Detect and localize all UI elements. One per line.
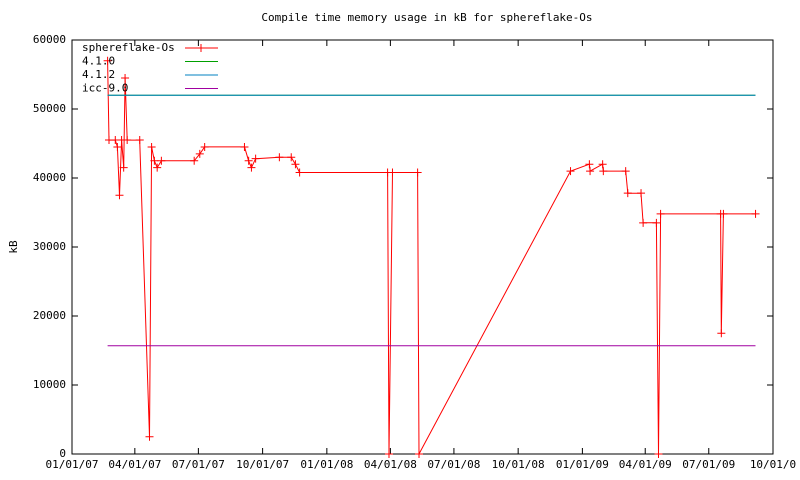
x-tick-label: 01/01/08: [300, 458, 353, 471]
point-marker: [240, 142, 249, 151]
x-tick-label: 10/01/0: [750, 458, 796, 471]
point-marker: [719, 209, 728, 218]
legend-label: 4.1.2: [82, 68, 115, 81]
point-marker: [121, 73, 130, 82]
point-marker: [652, 218, 661, 227]
point-marker: [621, 167, 630, 176]
point-marker: [598, 160, 607, 169]
y-tick-label: 30000: [33, 240, 66, 253]
y-tick-label: 60000: [33, 33, 66, 46]
point-marker: [195, 149, 204, 158]
point-marker: [113, 142, 122, 151]
point-marker: [566, 167, 575, 176]
y-tick-label: 0: [59, 447, 66, 460]
point-marker: [247, 163, 256, 172]
legend-marker: [197, 44, 205, 52]
x-tick-label: 07/01/08: [427, 458, 480, 471]
point-marker: [295, 168, 304, 177]
x-tick-label: 04/01/07: [108, 458, 161, 471]
point-marker: [115, 191, 124, 200]
point-marker: [413, 168, 422, 177]
x-tick-label: 10/01/08: [492, 458, 545, 471]
point-marker: [291, 160, 300, 169]
x-tick-label: 01/01/07: [46, 458, 99, 471]
y-tick-label: 20000: [33, 309, 66, 322]
point-marker: [244, 156, 253, 165]
point-marker: [275, 153, 284, 162]
y-axis-label: kB: [7, 240, 20, 254]
x-tick-label: 10/01/07: [236, 458, 289, 471]
point-marker: [135, 136, 144, 145]
point-marker: [147, 142, 156, 151]
point-marker: [639, 218, 648, 227]
point-marker: [153, 163, 162, 172]
x-tick-label: 07/01/07: [172, 458, 225, 471]
point-marker: [599, 167, 608, 176]
point-marker: [103, 56, 112, 65]
point-marker: [415, 450, 424, 458]
point-marker: [384, 450, 393, 458]
chart-title: Compile time memory usage in kB for sphe…: [261, 11, 592, 24]
point-marker: [717, 329, 726, 338]
point-marker: [585, 160, 594, 169]
point-marker: [637, 189, 646, 198]
point-marker: [586, 167, 595, 176]
point-marker: [751, 209, 760, 218]
point-marker: [145, 432, 154, 441]
point-marker: [190, 156, 199, 165]
point-marker: [119, 163, 128, 172]
point-marker: [656, 209, 665, 218]
point-marker: [388, 168, 397, 177]
legend-label: sphereflake-Os: [82, 41, 175, 54]
x-tick-label: 07/01/09: [682, 458, 735, 471]
point-marker: [123, 136, 132, 145]
point-marker: [150, 156, 159, 165]
y-tick-label: 10000: [33, 378, 66, 391]
legend-label: icc-9.0: [82, 82, 128, 95]
point-marker: [251, 154, 260, 163]
point-marker: [200, 142, 209, 151]
x-tick-label: 01/01/09: [556, 458, 609, 471]
point-marker: [287, 153, 296, 162]
x-tick-label: 04/01/09: [619, 458, 672, 471]
x-tick-label: 04/01/08: [364, 458, 417, 471]
point-marker: [157, 156, 166, 165]
y-tick-label: 40000: [33, 171, 66, 184]
legend-label: 4.1.0: [82, 55, 115, 68]
point-marker: [654, 450, 663, 458]
y-tick-label: 50000: [33, 102, 66, 115]
point-marker: [623, 189, 632, 198]
